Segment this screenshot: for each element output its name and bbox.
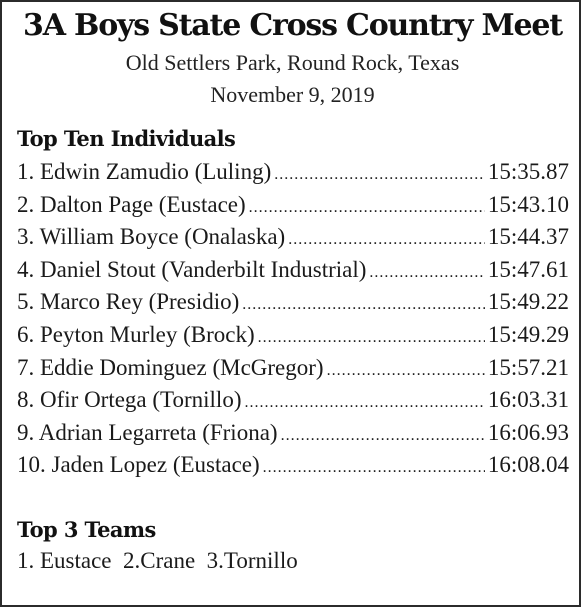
list-item: 6. Peyton Murley (Brock) 15:49.29 [17,319,569,352]
runner-name: 2. Dalton Page (Eustace) [17,191,246,217]
dot-leader [274,156,485,191]
dot-leader [245,384,485,419]
list-item: 4. Daniel Stout (Vanderbilt Industrial) … [17,254,569,287]
page-title: 3A Boys State Cross Country Meet [23,8,563,43]
meet-date: November 9, 2019 [210,82,375,107]
runner-time: 16:06.93 [487,419,569,445]
runner-time: 16:03.31 [487,387,569,413]
dot-leader [263,449,485,484]
runner-name: 8. Ofir Ortega (Tornillo) [17,387,242,413]
dot-leader [258,319,485,354]
runner-time: 16:08.04 [487,452,569,478]
runner-name: 3. William Boyce (Onalaska) [17,224,286,250]
teams-standings: 1. Eustace 2.Crane 3.Tornillo [17,548,298,573]
dot-leader [242,286,485,321]
dot-leader [327,352,485,387]
list-item: 10. Jaden Lopez (Eustace) 16:08.04 [17,449,569,482]
runner-name: 7. Eddie Dominguez (McGregor) [17,354,324,380]
list-item: 5. Marco Rey (Presidio) 15:49.22 [17,286,569,319]
dot-leader [249,189,485,224]
runner-name: 5. Marco Rey (Presidio) [17,289,240,315]
runner-name: 4. Daniel Stout (Vanderbilt Industrial) [17,256,367,282]
list-item: 8. Ofir Ortega (Tornillo) 16:03.31 [17,384,569,417]
meet-location: Old Settlers Park, Round Rock, Texas [125,50,460,75]
runner-name: 10. Jaden Lopez (Eustace) [17,452,260,478]
runner-time: 15:49.29 [487,321,569,347]
runner-time: 15:44.37 [487,224,569,250]
runner-name: 1. Edwin Zamudio (Luling) [17,159,272,184]
list-item: 2. Dalton Page (Eustace) 15:43.10 [17,189,569,222]
runner-time: 15:57.21 [487,354,569,380]
individuals-list: 1. Edwin Zamudio (Luling) 15:35.87 2. Da… [17,156,569,482]
list-item: 9. Adrian Legarreta (Friona) 16:06.93 [17,417,569,450]
dot-leader [288,221,485,256]
runner-time: 15:47.61 [487,256,569,282]
dot-leader [281,417,485,452]
runner-name: 6. Peyton Murley (Brock) [17,321,255,347]
list-item: 7. Eddie Dominguez (McGregor) 15:57.21 [17,352,569,385]
teams-heading: Top 3 Teams [17,517,156,542]
list-item: 3. William Boyce (Onalaska) 15:44.37 [17,221,569,254]
runner-time: 15:49.22 [487,289,569,315]
dot-leader [369,254,484,289]
runner-name: 9. Adrian Legarreta (Friona) [17,419,278,445]
runner-time: 15:35.87 [487,159,569,184]
list-item: 1. Edwin Zamudio (Luling) 15:35.87 [17,156,569,189]
individuals-heading: Top Ten Individuals [17,126,236,151]
runner-time: 15:43.10 [487,191,569,217]
